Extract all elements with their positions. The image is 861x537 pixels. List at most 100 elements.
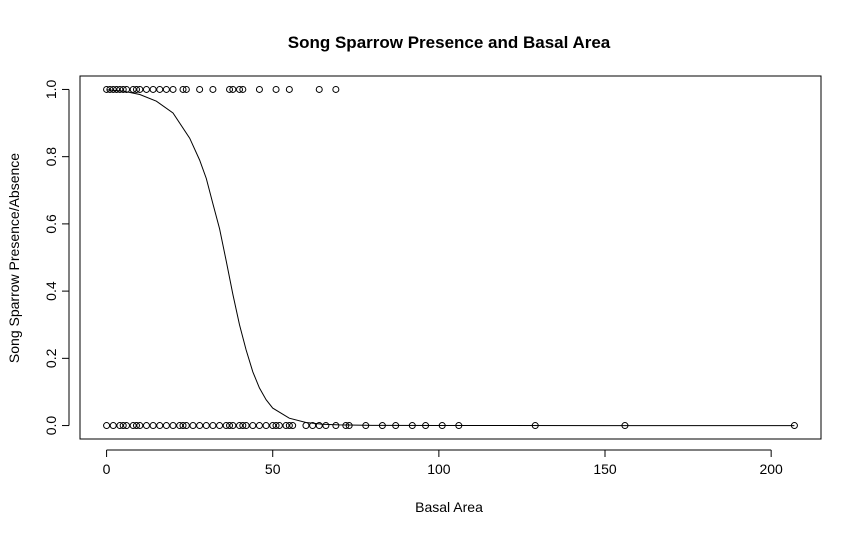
data-point <box>285 422 293 430</box>
data-point <box>129 422 137 430</box>
data-point <box>103 422 111 430</box>
data-point <box>272 85 280 93</box>
fitted-curve <box>106 89 795 427</box>
data-point <box>322 422 330 430</box>
data-point <box>302 422 310 430</box>
x-tick-label: 150 <box>593 461 617 477</box>
data-point <box>262 422 270 430</box>
data-point <box>162 85 170 93</box>
data-point <box>235 422 243 430</box>
data-point <box>255 422 263 430</box>
data-point <box>226 422 234 430</box>
plot-area <box>79 75 822 440</box>
data-point <box>531 422 539 430</box>
data-point <box>156 85 164 93</box>
data-point <box>132 422 140 430</box>
data-point <box>408 422 416 430</box>
data-point <box>196 422 204 430</box>
data-point <box>209 85 217 93</box>
y-tick-label: 0.6 <box>43 214 59 234</box>
y-tick-label: 0.8 <box>43 147 59 167</box>
data-point <box>289 422 297 430</box>
data-point <box>106 85 114 93</box>
data-point <box>142 85 150 93</box>
data-point <box>136 422 144 430</box>
y-tick-label: 0.0 <box>43 416 59 436</box>
x-axis-label: Basal Area <box>415 499 483 515</box>
data-point <box>162 422 170 430</box>
data-point <box>123 85 131 93</box>
data-point <box>422 422 430 430</box>
data-point <box>119 422 127 430</box>
data-point <box>315 422 323 430</box>
data-point <box>109 422 117 430</box>
data-point <box>202 422 210 430</box>
data-point <box>332 422 340 430</box>
data-point <box>182 422 190 430</box>
x-tick-label: 50 <box>265 461 281 477</box>
data-point <box>156 422 164 430</box>
data-point <box>229 85 237 93</box>
data-point <box>119 85 127 93</box>
data-point <box>438 422 446 430</box>
data-point <box>196 85 204 93</box>
data-point <box>345 422 353 430</box>
data-point <box>179 422 187 430</box>
data-point <box>136 85 144 93</box>
data-point <box>149 85 157 93</box>
data-point <box>116 85 124 93</box>
data-point <box>239 422 247 430</box>
data-point <box>209 422 217 430</box>
data-point <box>282 422 290 430</box>
data-point <box>255 85 263 93</box>
data-point <box>226 85 234 93</box>
data-point <box>109 85 117 93</box>
data-point <box>103 85 111 93</box>
y-axis-label: Song Sparrow Presence/Absence <box>6 153 22 363</box>
chart-title: Song Sparrow Presence and Basal Area <box>288 33 611 52</box>
data-point <box>116 422 124 430</box>
data-point <box>790 422 798 430</box>
data-point <box>242 422 250 430</box>
data-point <box>342 422 350 430</box>
data-point <box>269 422 277 430</box>
data-point <box>142 422 150 430</box>
data-point <box>309 422 317 430</box>
y-tick-label: 0.2 <box>43 348 59 368</box>
x-axis: 0 50 100 150 200 <box>103 449 783 477</box>
data-point <box>113 85 121 93</box>
data-point <box>621 422 629 430</box>
data-point <box>275 422 283 430</box>
x-tick-label: 100 <box>427 461 451 477</box>
data-point <box>216 422 224 430</box>
data-point <box>362 422 370 430</box>
data-points <box>103 85 798 430</box>
data-point <box>169 422 177 430</box>
data-point <box>239 85 247 93</box>
data-point <box>378 422 386 430</box>
y-axis: 0.0 0.2 0.4 0.6 0.8 1.0 <box>43 80 70 436</box>
data-point <box>189 422 197 430</box>
data-point <box>176 422 184 430</box>
data-point <box>235 85 243 93</box>
x-tick-label: 0 <box>103 461 111 477</box>
y-tick-label: 1.0 <box>43 80 59 100</box>
data-point <box>272 422 280 430</box>
data-point <box>285 85 293 93</box>
data-point <box>392 422 400 430</box>
data-point <box>132 85 140 93</box>
data-point <box>332 85 340 93</box>
data-point <box>179 85 187 93</box>
data-point <box>229 422 237 430</box>
y-tick-label: 0.4 <box>43 281 59 301</box>
data-point <box>149 422 157 430</box>
data-point <box>249 422 257 430</box>
data-point <box>222 422 230 430</box>
data-point <box>182 85 190 93</box>
x-tick-label: 200 <box>759 461 783 477</box>
data-point <box>455 422 463 430</box>
data-point <box>129 85 137 93</box>
data-point <box>315 85 323 93</box>
data-point <box>169 85 177 93</box>
